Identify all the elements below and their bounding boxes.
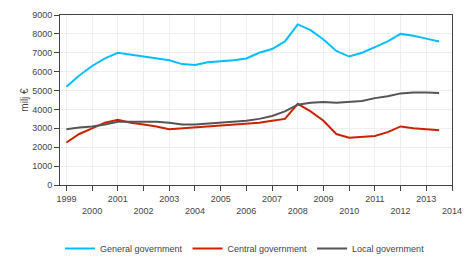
svg-text:2006: 2006 [236,206,256,216]
svg-text:4000: 4000 [32,105,52,115]
svg-text:2010: 2010 [339,206,359,216]
svg-text:9000: 9000 [32,10,52,20]
svg-text:2007: 2007 [262,194,282,204]
svg-text:5000: 5000 [32,86,52,96]
svg-text:2008: 2008 [288,206,308,216]
svg-text:2013: 2013 [416,194,436,204]
svg-text:7000: 7000 [32,48,52,58]
svg-text:2011: 2011 [365,194,384,204]
svg-text:2009: 2009 [313,194,333,204]
svg-text:2012: 2012 [391,206,411,216]
svg-text:milj €: milj € [19,88,30,112]
svg-text:Local government: Local government [352,244,424,254]
svg-text:1999: 1999 [56,194,76,204]
svg-text:1000: 1000 [32,161,52,171]
svg-text:General government: General government [100,244,183,254]
svg-text:2003: 2003 [159,194,179,204]
svg-text:8000: 8000 [32,29,52,39]
svg-text:2005: 2005 [211,194,231,204]
svg-text:0: 0 [47,180,52,190]
svg-text:2000: 2000 [82,206,102,216]
svg-text:2001: 2001 [108,194,128,204]
svg-text:6000: 6000 [32,67,52,77]
svg-text:3000: 3000 [32,123,52,133]
svg-text:2000: 2000 [32,142,52,152]
svg-text:2004: 2004 [185,206,205,216]
svg-text:2014: 2014 [442,206,462,216]
svg-text:Central government: Central government [228,244,308,254]
svg-text:2002: 2002 [134,206,154,216]
